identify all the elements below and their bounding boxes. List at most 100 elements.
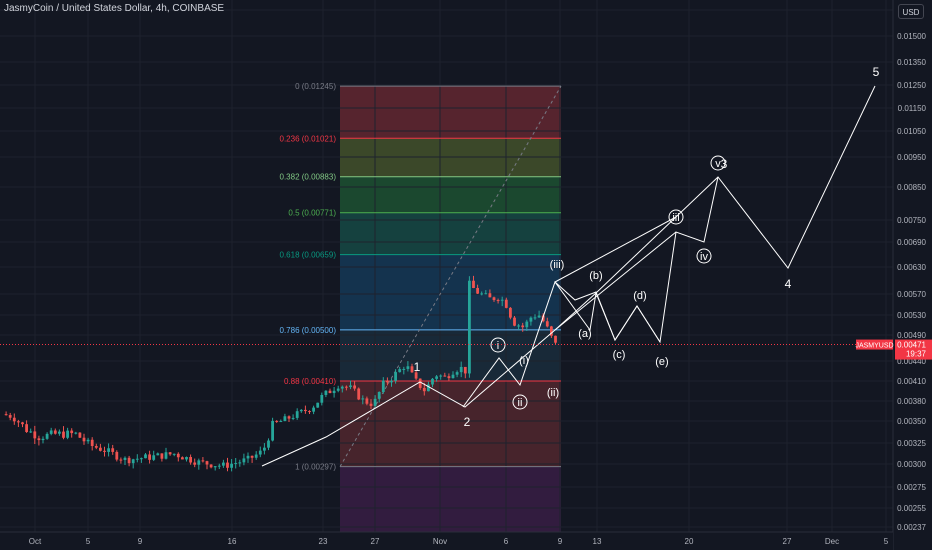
wave-label-3: 3 <box>721 157 728 171</box>
candle-up <box>439 375 443 377</box>
wave-label-ii: ii <box>518 397 523 409</box>
candle-down <box>148 454 151 460</box>
candle-down <box>443 375 447 377</box>
candle-up <box>74 432 78 434</box>
candle-down <box>328 390 332 394</box>
fib-label-1: 1 (0.00297) <box>295 463 336 472</box>
candle-down <box>82 437 86 442</box>
wave-label-(iii): (iii) <box>550 259 565 271</box>
candle-down <box>554 335 557 343</box>
fib-zone <box>340 138 561 177</box>
candle-up <box>246 455 250 459</box>
wave-label-(i): (i) <box>519 355 529 367</box>
candle-up <box>234 463 238 465</box>
y-tick-label: 0.00300 <box>897 460 926 469</box>
y-tick-label: 0.00350 <box>897 417 926 426</box>
currency-button[interactable]: USD <box>898 4 924 19</box>
x-tick-label: 27 <box>371 537 380 546</box>
candle-up <box>279 421 283 423</box>
candle-up <box>271 420 274 441</box>
x-tick-label: 9 <box>558 537 563 546</box>
candle-up <box>254 454 258 458</box>
candle-down <box>168 452 172 455</box>
y-tick-label: 0.01350 <box>897 58 926 67</box>
y-tick-label: 0.00490 <box>897 331 926 340</box>
candle-down <box>193 462 197 465</box>
candle-up <box>435 376 438 379</box>
candle-up <box>316 402 320 408</box>
y-tick-label: 0.00275 <box>897 483 926 492</box>
price-tag-countdown: 19:37 <box>906 350 927 359</box>
candle-up <box>41 438 45 441</box>
x-tick-label: 5 <box>884 537 889 546</box>
fib-zone-extension <box>340 466 561 532</box>
candle-down <box>226 462 229 468</box>
candle-down <box>410 366 414 373</box>
candle-up <box>451 374 455 379</box>
candle-down <box>103 450 106 452</box>
candle-up <box>185 457 188 460</box>
candle-up <box>156 453 160 456</box>
candle-up <box>58 431 61 434</box>
y-tick-label: 0.01250 <box>897 81 926 90</box>
candle-down <box>17 421 20 423</box>
candle-down <box>386 380 389 383</box>
candle-up <box>152 455 156 460</box>
time-axis <box>0 532 893 550</box>
symbol-tag <box>856 339 893 350</box>
candle-down <box>521 325 525 328</box>
fib-label-0.382: 0.382 (0.00883) <box>280 173 337 182</box>
candle-up <box>66 430 69 438</box>
candle-up <box>131 459 135 464</box>
candle-up <box>29 431 33 433</box>
candle-up <box>336 388 340 391</box>
y-tick-label: 0.00630 <box>897 263 926 272</box>
candle-down <box>37 438 41 441</box>
fib-trend-line <box>339 85 562 467</box>
y-tick-label: 0.01150 <box>898 104 927 113</box>
candle-down <box>447 376 451 379</box>
fib-zone <box>340 176 561 213</box>
candle-down <box>287 416 291 419</box>
y-tick-label: 0.01500 <box>897 32 926 41</box>
candle-down <box>70 430 74 434</box>
fib-label-0.618: 0.618 (0.00659) <box>280 251 337 260</box>
candle-down <box>205 461 209 465</box>
candle-down <box>353 385 356 389</box>
price-tag <box>895 339 932 360</box>
candle-down <box>21 422 24 425</box>
candle-down <box>111 448 115 452</box>
candle-up <box>533 317 537 319</box>
candle-down <box>90 439 94 447</box>
candle-up <box>86 439 90 442</box>
y-tick-label: 0.00410 <box>897 377 926 386</box>
candle-up <box>164 452 168 459</box>
candle-up <box>242 458 246 463</box>
candle-up <box>402 368 406 370</box>
candle-down <box>492 297 496 301</box>
candle-down <box>250 455 254 458</box>
candle-up <box>217 465 221 467</box>
candle-up <box>172 453 176 455</box>
candle-down <box>365 398 369 404</box>
candle-down <box>201 460 205 462</box>
candle-up <box>381 380 385 392</box>
candle-up <box>525 321 529 328</box>
channel-lower <box>554 231 677 331</box>
candle-down <box>369 403 373 406</box>
wave-label-iv: iv <box>700 251 708 263</box>
candle-down <box>463 366 467 374</box>
candle-up <box>394 372 397 381</box>
wave-label-(c): (c) <box>613 349 626 361</box>
candle-up <box>468 280 471 374</box>
chart-title: JasmyCoin / United States Dollar, 4h, CO… <box>4 3 225 14</box>
candle-down <box>99 447 102 451</box>
candle-down <box>115 451 119 460</box>
candle-up <box>361 398 365 400</box>
y-tick-label: 0.00570 <box>897 290 926 299</box>
wave-label-(b): (b) <box>589 270 602 282</box>
candle-up <box>529 317 533 322</box>
channel-upper <box>554 216 677 283</box>
